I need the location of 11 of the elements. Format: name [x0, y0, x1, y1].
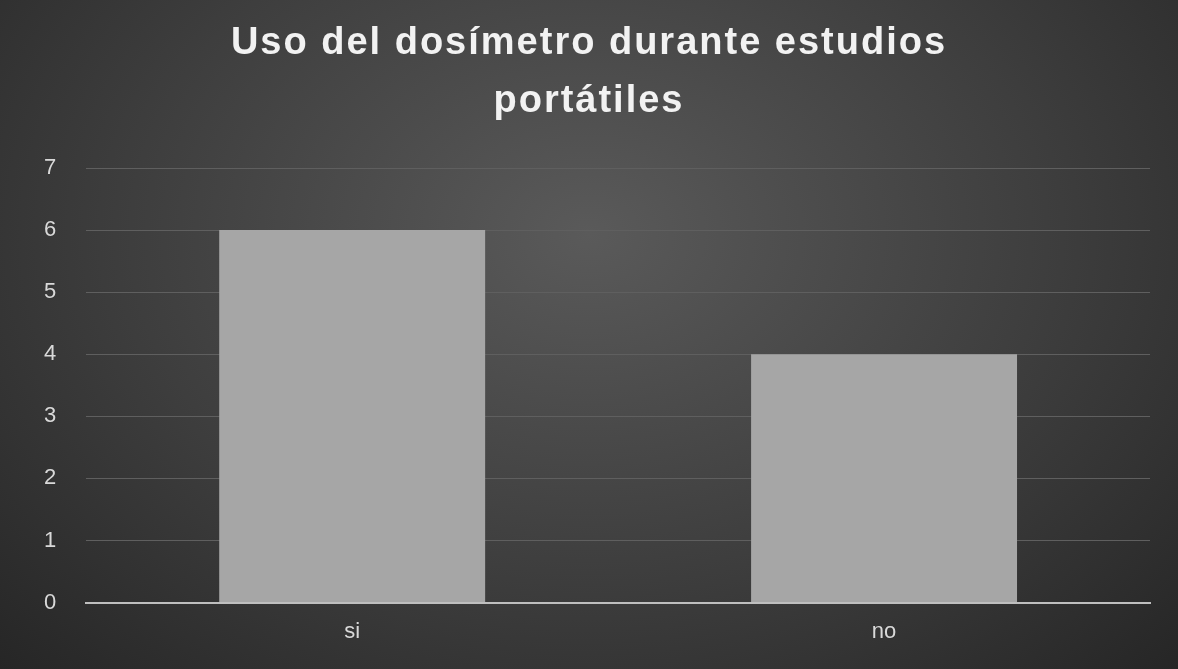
y-tick-label: 3 [43, 402, 57, 428]
y-tick-label: 0 [43, 588, 57, 614]
x-tick-label: no [871, 617, 897, 643]
y-tick-label: 5 [43, 278, 57, 304]
chart-title: Uso del dosímetro durante estudios portátiles [229, 19, 949, 122]
x-tick-label: si [344, 617, 361, 643]
y-tick-label: 7 [43, 154, 57, 180]
y-tick-label: 1 [43, 526, 57, 552]
y-tick-label: 2 [43, 464, 57, 490]
y-tick-label: 4 [43, 340, 57, 366]
y-tick-label: 6 [43, 216, 57, 242]
